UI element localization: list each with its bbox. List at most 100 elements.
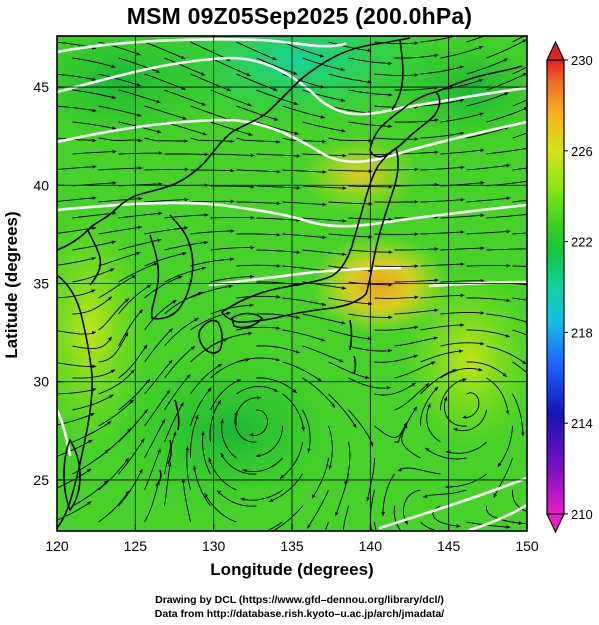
streamline-arrow [184,226,189,230]
streamline-arrow [433,336,438,341]
streamline [486,345,527,365]
streamline-arrow [230,139,235,144]
streamline-arrow [137,113,142,117]
streamline [190,169,235,172]
streamline-arrow [226,87,232,92]
streamline-arrow [523,107,527,111]
streamline-arrow [317,377,322,382]
streamline-arrow [543,448,546,452]
streamline [72,268,115,283]
streamline [282,137,327,143]
streamline [72,336,113,350]
streamline-arrow [395,552,399,555]
streamline-arrow [414,41,419,45]
streamline-arrow [331,403,336,408]
streamline-arrow [397,467,402,472]
streamline [210,57,251,77]
coast-honshu [221,147,399,323]
streamline [374,265,419,267]
streamline [328,105,372,114]
streamline-arrow [138,138,143,143]
streamline [118,57,161,73]
streamline-arrow [91,289,96,293]
streamline [420,350,463,363]
streamline-arrow [497,462,502,467]
streamline-arrow [91,388,97,392]
streamline [420,369,457,395]
streamline-arrow [460,262,465,266]
streamline-arrow [367,80,372,84]
streamline-arrow [201,431,205,436]
streamline-arrow [220,418,224,423]
streamline-arrow [506,163,511,168]
streamline-arrow [246,72,251,77]
streamline-arrow [307,448,311,453]
streamline-arrow [335,511,339,517]
streamline [512,265,527,267]
streamline-arrow [276,140,281,144]
streamline-arrow [367,48,372,53]
colorbar-tick-label: 218 [571,325,593,340]
streamline-arrow [172,300,177,304]
streamline-arrow [180,402,184,407]
streamline [424,447,467,460]
streamline-arrow [294,131,299,136]
streamline [72,89,116,99]
streamline [256,281,301,286]
streamline [394,279,439,283]
streamline-arrow [273,388,278,392]
streamline [328,329,372,340]
streamline-arrow [458,532,462,536]
streamline-arrow [547,21,551,25]
streamline-arrow [107,421,112,425]
streamline-arrow [301,426,305,432]
streamline [144,199,189,203]
streamline [236,73,278,91]
streamline-arrow [480,213,485,218]
streamline [164,431,177,475]
streamline-arrow [414,167,419,172]
streamline [324,521,329,531]
x-axis-label: Longitude (degrees) [210,560,374,579]
streamline-arrow [478,45,483,50]
streamline [328,393,357,429]
streamline-arrow [161,419,166,424]
streamline-arrow [248,331,253,336]
streamline [72,57,116,68]
streamline [512,167,527,171]
streamline-arrow [276,201,281,206]
streamline-arrow [427,403,431,408]
streamline-arrow [381,511,385,516]
streamline [98,297,130,331]
streamline-arrow [129,399,134,404]
streamline [144,448,161,491]
streamline-arrow [296,154,301,158]
streamline [98,274,137,299]
streamline-arrow [138,196,143,201]
streamline-arrow [157,129,162,134]
streamline [190,338,228,363]
streamline-arrow [136,51,141,56]
streamline-arrow [125,490,129,495]
streamline-arrow [414,73,419,77]
streamline [193,465,211,507]
streamline [466,297,511,302]
coast-taiwan [63,439,81,511]
streamline-arrow [181,478,186,483]
x-tick-label: 130 [202,538,226,554]
streamline [202,431,211,475]
streamline-arrow [230,168,235,173]
streamline [328,41,372,52]
streamline-arrow [223,338,228,343]
coast-bohai [87,229,102,286]
streamline [144,137,189,142]
streamline [144,359,173,395]
streamline [440,214,485,219]
streamline [57,105,97,112]
streamline [394,248,439,251]
streamline-arrow [208,457,212,462]
streamline-arrow [295,349,300,354]
streamline [249,409,268,437]
streamline [265,521,283,531]
